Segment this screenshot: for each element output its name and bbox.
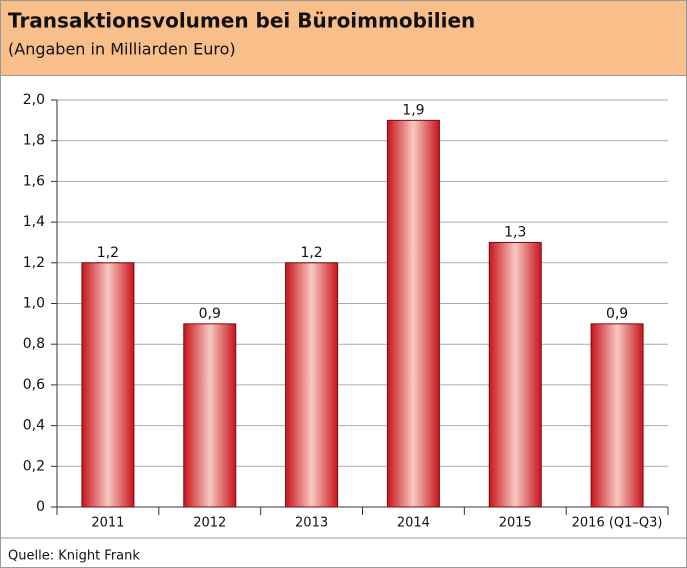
bar bbox=[488, 241, 542, 508]
y-tick-label: 0,8 bbox=[23, 336, 45, 352]
value-label: 1,2 bbox=[97, 245, 119, 261]
bar bbox=[183, 323, 237, 508]
value-label: 1,2 bbox=[300, 245, 322, 261]
y-tick-label: 0,2 bbox=[23, 458, 45, 474]
y-tick-label: 1,4 bbox=[23, 214, 45, 230]
y-tick-label: 1,2 bbox=[23, 255, 45, 271]
value-label: 1,9 bbox=[402, 102, 424, 118]
header bbox=[0, 0, 687, 76]
bar bbox=[386, 119, 440, 508]
y-tick-label: 1,8 bbox=[23, 133, 45, 149]
chart-title: Transaktionsvolumen bei Büroimmobilien bbox=[8, 9, 475, 33]
x-tick-label: 2012 bbox=[193, 516, 226, 531]
x-tick-label: 2014 bbox=[397, 516, 430, 531]
value-label: 0,9 bbox=[199, 306, 221, 322]
bar bbox=[590, 323, 644, 508]
y-tick-label: 1,6 bbox=[23, 173, 45, 189]
y-tick-label: 2,0 bbox=[23, 92, 45, 108]
source: Quelle: Knight Frank bbox=[8, 549, 140, 564]
x-tick-label: 2016 (Q1–Q3) bbox=[572, 516, 663, 531]
bar bbox=[81, 262, 135, 508]
chart-subtitle: (Angaben in Milliarden Euro) bbox=[8, 40, 236, 59]
y-tick-label: 0,4 bbox=[23, 418, 45, 434]
value-label: 0,9 bbox=[606, 306, 628, 322]
bar bbox=[285, 262, 339, 508]
y-tick-label: 1,0 bbox=[23, 296, 45, 312]
y-tick-label: 0 bbox=[36, 499, 45, 515]
x-tick-label: 2013 bbox=[295, 516, 328, 531]
x-tick-label: 2015 bbox=[499, 516, 532, 531]
x-tick-label: 2011 bbox=[91, 516, 124, 531]
value-label: 1,3 bbox=[504, 224, 526, 240]
y-tick-label: 0,6 bbox=[23, 377, 45, 393]
